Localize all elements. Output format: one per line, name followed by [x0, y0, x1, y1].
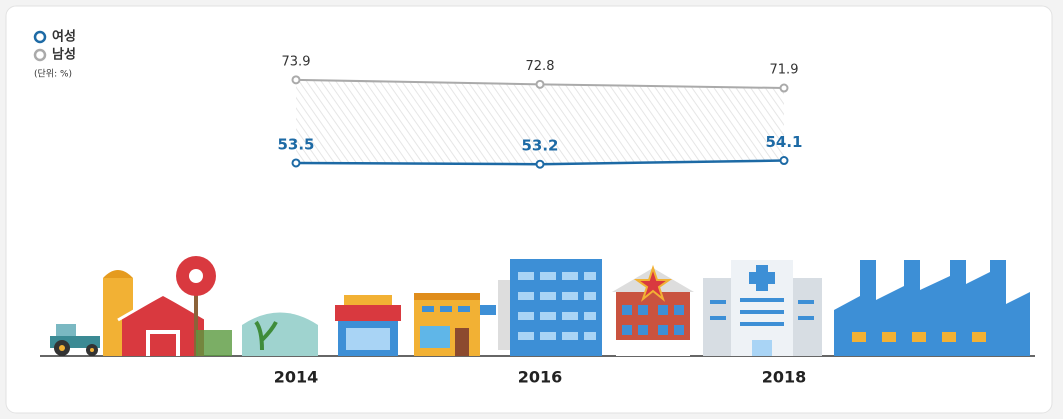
data-label: 54.1: [765, 133, 802, 151]
legend-label: 여성: [52, 29, 76, 45]
data-label: 72.8: [526, 59, 555, 74]
x-tick-label: 2014: [274, 368, 319, 387]
point: [537, 81, 544, 88]
chart: 여성남성 (단위: %) 53.5 53.2 54.1 73.9 72.8 71.9 2014…: [0, 0, 1063, 419]
x-tick-label: 2018: [762, 368, 807, 387]
data-label: 73.9: [282, 54, 311, 69]
legend-marker: [35, 50, 45, 60]
data-label: 53.5: [277, 135, 314, 153]
legend-marker: [35, 32, 45, 42]
point: [293, 159, 300, 166]
point: [781, 157, 788, 164]
data-label: 53.2: [521, 137, 558, 155]
point: [293, 76, 300, 83]
data-label: 71.9: [770, 63, 799, 78]
x-tick-label: 2016: [518, 368, 563, 387]
unit-label: (단위: %): [34, 69, 72, 80]
point: [537, 161, 544, 168]
point: [781, 85, 788, 92]
legend-label: 남성: [52, 47, 76, 63]
